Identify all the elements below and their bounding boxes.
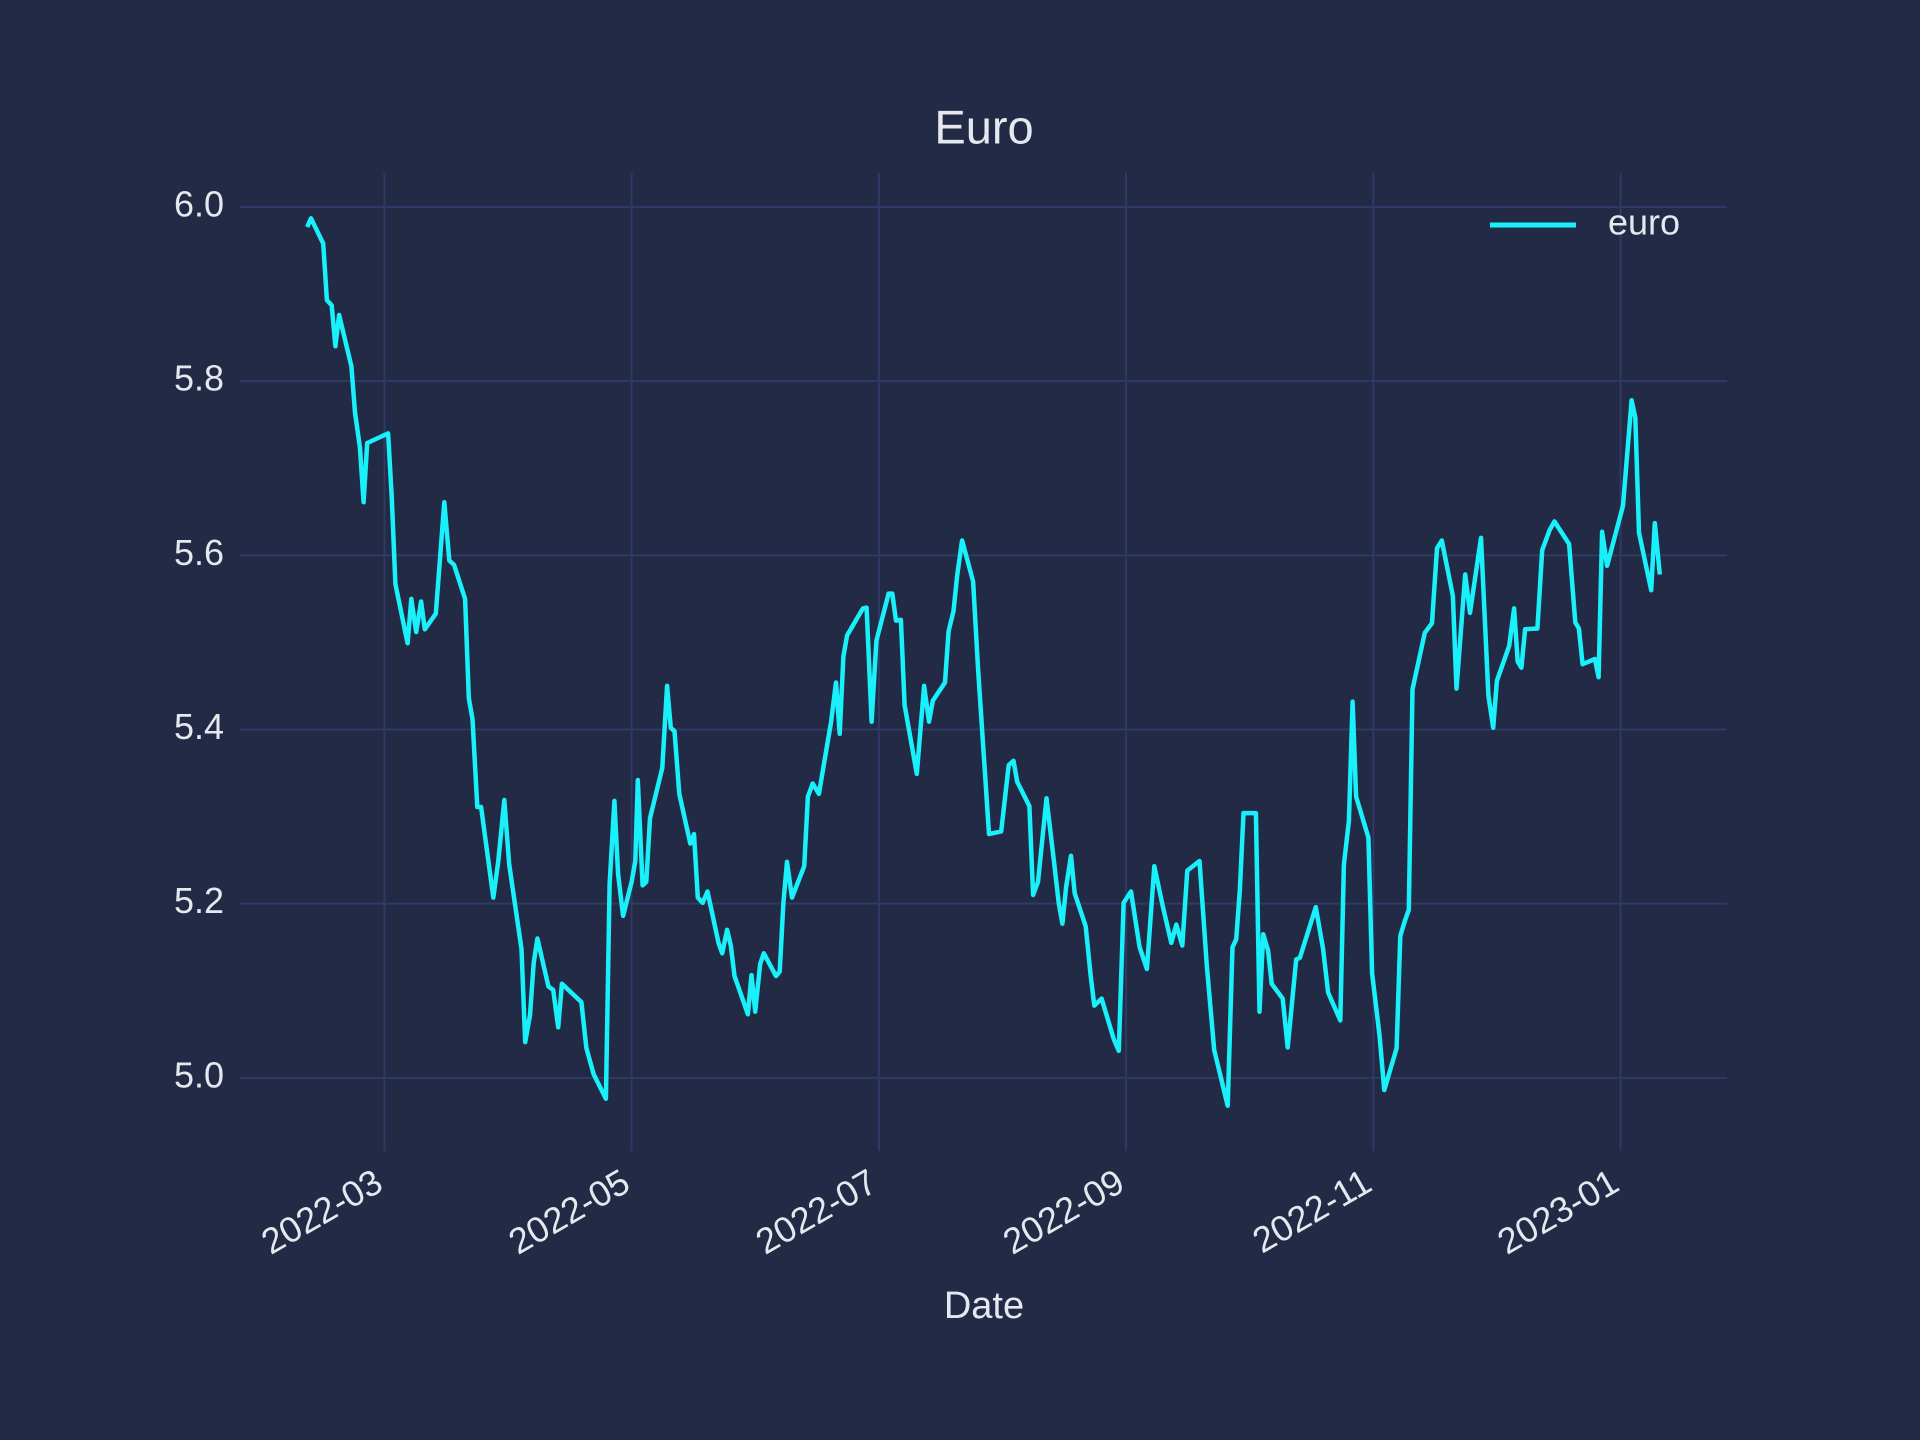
y-tick-label: 5.0 — [174, 1054, 224, 1095]
x-tick-label: 2022-07 — [749, 1161, 884, 1263]
legend-label: euro — [1608, 202, 1680, 243]
x-tick-label: 2022-09 — [996, 1161, 1131, 1263]
x-tick-label: 2022-11 — [1245, 1161, 1378, 1261]
data-line — [305, 216, 1663, 1108]
x-tick-label: 2022-05 — [501, 1161, 636, 1263]
x-axis-label: Date — [944, 1285, 1024, 1327]
x-tick-label: 2022-03 — [254, 1161, 389, 1263]
chart-title: Euro — [934, 100, 1033, 153]
x-tick-label: 2023-01 — [1490, 1161, 1625, 1263]
y-tick-label: 5.2 — [174, 880, 224, 921]
y-tick-label: 5.8 — [174, 358, 224, 399]
y-tick-label: 5.4 — [174, 706, 224, 747]
y-tick-label: 6.0 — [174, 183, 224, 224]
y-tick-label: 5.6 — [174, 532, 224, 573]
